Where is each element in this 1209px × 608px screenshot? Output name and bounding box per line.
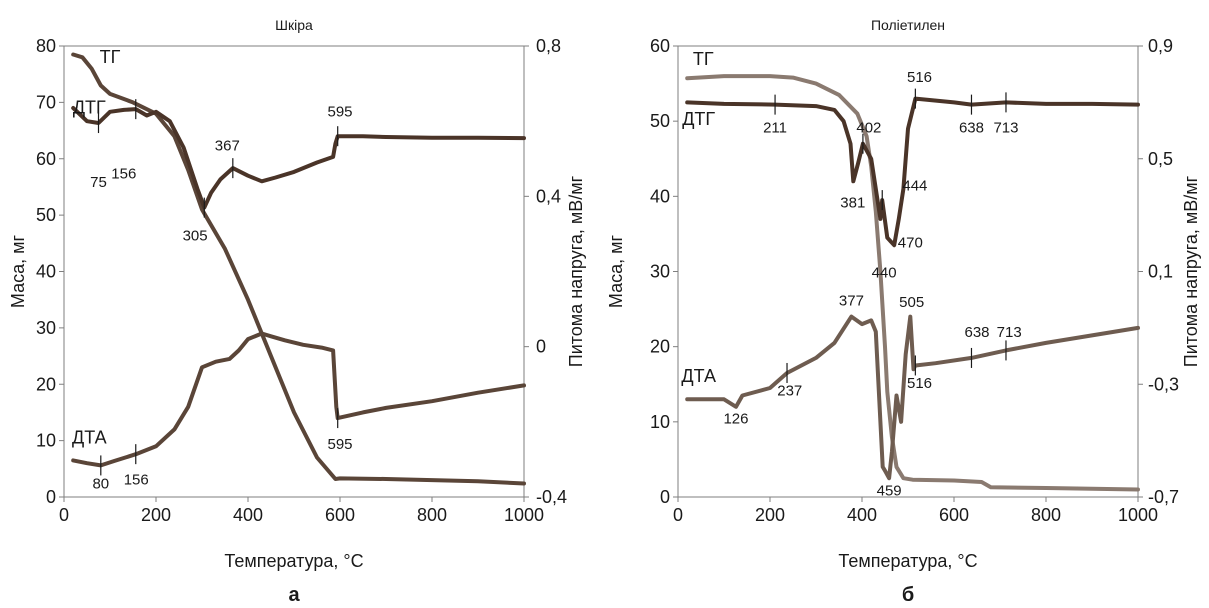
x-tick-label: 600 xyxy=(325,505,355,525)
y-tick-label: 50 xyxy=(650,111,670,131)
annotation-label: 156 xyxy=(124,472,149,489)
x-tick-label: 1000 xyxy=(1118,505,1158,525)
annotation-label: 440 xyxy=(872,265,897,282)
y2-tick-label: 0,8 xyxy=(536,36,561,56)
annotation-label: ТГ xyxy=(100,47,121,67)
y-tick-label: 20 xyxy=(650,337,670,357)
x-tick-label: 200 xyxy=(755,505,785,525)
annotation-label: 367 xyxy=(215,137,240,154)
y-tick-label: 40 xyxy=(36,262,56,282)
x-axis-label: Температура, °C xyxy=(224,551,363,571)
x-axis-label: Температура, °C xyxy=(838,551,977,571)
annotation-label: 505 xyxy=(899,294,924,311)
y2-tick-label: 0,5 xyxy=(1148,149,1173,169)
chart-title: Шкіра xyxy=(275,17,313,33)
annotation-label: 75 xyxy=(90,174,107,191)
panel-label: б xyxy=(902,584,914,606)
x-tick-label: 800 xyxy=(417,505,447,525)
annotation-label: 377 xyxy=(839,292,864,309)
annotation-label: ДТА xyxy=(72,427,107,447)
chart-shkira: 0 200 400 600 800 1000 0 10 20 30 40 50 60 70 80 -0,4 0 0… xyxy=(8,17,586,606)
plot-frame xyxy=(677,45,1139,498)
x-tick-label: 200 xyxy=(141,505,171,525)
annotation-label: 126 xyxy=(723,410,748,427)
series-line-tg xyxy=(71,52,526,486)
y2-tick-label: -0,3 xyxy=(1148,374,1179,394)
series-line-dta xyxy=(685,314,1140,481)
annotation-label: 713 xyxy=(993,119,1018,136)
x-tick-label: 800 xyxy=(1031,505,1061,525)
y-tick-label: 0 xyxy=(46,487,56,507)
annotation-label: 595 xyxy=(327,436,352,453)
y2-tick-label: -0,4 xyxy=(536,487,567,507)
y-tick-label: 30 xyxy=(36,318,56,338)
y-axis-label: Маса, мг xyxy=(8,234,28,308)
annotation-label: 211 xyxy=(763,119,787,136)
annotation-label: 638 xyxy=(964,324,989,341)
y-tick-label: 80 xyxy=(36,36,56,56)
chart-polietylen: 0 200 400 600 800 1000 0 10 20 30 40 50 60 -0,7 -0,3 0,… xyxy=(606,17,1201,606)
y2-tick-label: 0,1 xyxy=(1148,262,1173,282)
annotation-label: 459 xyxy=(877,482,902,499)
panel-label: а xyxy=(288,584,300,606)
annotation-label: ДТА xyxy=(681,366,716,386)
y-tick-label: 30 xyxy=(650,262,670,282)
series-line-dta xyxy=(71,331,526,468)
annotation-label: 402 xyxy=(856,119,881,136)
series-line-dtg xyxy=(685,96,1140,248)
annotation-label: 237 xyxy=(777,383,802,400)
x-tick-label: 0 xyxy=(59,505,69,525)
x-tick-label: 400 xyxy=(233,505,263,525)
annotation-label: 713 xyxy=(997,324,1022,341)
annotation-label: 80 xyxy=(92,476,109,493)
y-axis-label: Маса, мг xyxy=(606,234,626,308)
annotation-label: ДТГ xyxy=(73,98,106,118)
series-line-tg xyxy=(685,74,1140,492)
y2-axis-label: Питома напруга, мВ/мг xyxy=(1181,175,1201,367)
y-tick-label: 0 xyxy=(660,487,670,507)
y-tick-label: 10 xyxy=(650,412,670,432)
y-tick-label: 60 xyxy=(36,149,56,169)
y-tick-label: 60 xyxy=(650,36,670,56)
y2-tick-label: 0,4 xyxy=(536,186,561,206)
y2-axis-label: Питома напруга, мВ/мг xyxy=(566,175,586,367)
y-tick-label: 50 xyxy=(36,205,56,225)
annotation-label: 381 xyxy=(840,195,865,212)
y2-tick-label: 0 xyxy=(536,337,546,357)
plot-frame xyxy=(63,45,525,498)
annotation-label: ДТГ xyxy=(682,109,715,129)
annotation-label: 516 xyxy=(907,375,932,392)
annotation-label: 595 xyxy=(327,103,352,120)
annotation-label: 156 xyxy=(111,165,136,182)
y-tick-label: 40 xyxy=(650,186,670,206)
y2-tick-label: 0,9 xyxy=(1148,36,1173,56)
annotation-label: 444 xyxy=(902,177,927,194)
y-tick-label: 10 xyxy=(36,431,56,451)
x-tick-label: 600 xyxy=(939,505,969,525)
x-tick-label: 1000 xyxy=(504,505,544,525)
x-tick-label: 0 xyxy=(673,505,683,525)
annotation-label: 638 xyxy=(959,119,984,136)
y-tick-label: 20 xyxy=(36,374,56,394)
annotation-label: 516 xyxy=(907,69,932,86)
annotation-label: ТГ xyxy=(693,49,714,69)
annotation-label: 470 xyxy=(898,234,923,251)
y-tick-label: 70 xyxy=(36,92,56,112)
y2-tick-label: -0,7 xyxy=(1148,487,1179,507)
x-tick-label: 400 xyxy=(847,505,877,525)
annotation-label: 305 xyxy=(183,227,208,244)
series-line-dtg xyxy=(71,106,526,210)
chart-title: Поліетилен xyxy=(871,17,945,33)
